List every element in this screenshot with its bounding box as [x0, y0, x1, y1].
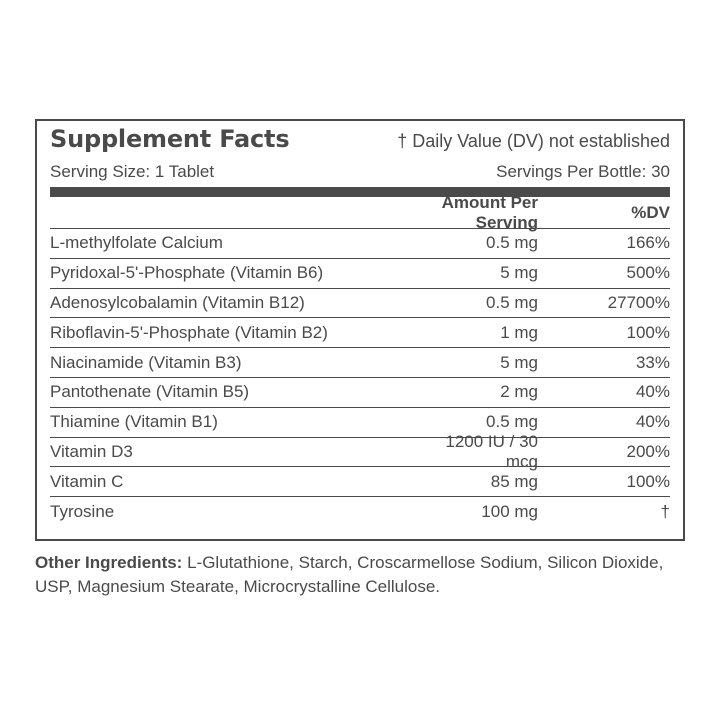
nutrient-amount: 100 mg	[481, 502, 538, 522]
column-header-amount: Amount Per Serving	[441, 192, 538, 232]
servings-per-bottle: Servings Per Bottle: 30	[496, 162, 670, 181]
nutrient-name: Niacinamide (Vitamin B3)	[50, 352, 242, 372]
nutrient-name: Adenosylcobalamin (Vitamin B12)	[50, 292, 305, 312]
nutrient-dv: 200%	[626, 441, 670, 461]
nutrient-row: Vitamin D3 1200 IU / 30 mcg 200%	[50, 432, 670, 471]
panel-title: Supplement Facts	[50, 125, 290, 153]
other-ingredients-text: L-Glutathione, Starch, Croscarmellose So…	[35, 553, 664, 596]
nutrient-name: Tyrosine	[50, 502, 115, 522]
nutrient-amount: 1200 IU / 30 mcg	[445, 431, 538, 471]
supplement-facts-panel: Supplement Facts † Daily Value (DV) not …	[35, 119, 685, 541]
nutrient-name: Vitamin C	[50, 471, 124, 491]
nutrient-name: Vitamin D3	[50, 441, 133, 461]
nutrient-dv: 166%	[626, 233, 670, 253]
nutrient-row: L-methylfolate Calcium 0.5 mg 166%	[50, 229, 670, 259]
other-ingredients-label: Other Ingredients:	[35, 553, 183, 572]
nutrient-amount: 5 mg	[500, 263, 538, 283]
serving-info-row: Serving Size: 1 Tablet Servings Per Bott…	[50, 159, 670, 185]
nutrient-dv: 33%	[635, 352, 670, 372]
nutrient-name: Pantothenate (Vitamin B5)	[50, 382, 250, 402]
nutrient-amount: 1 mg	[500, 322, 538, 342]
nutrient-row: Pantothenate (Vitamin B5) 2 mg 40%	[50, 378, 670, 408]
thick-divider	[50, 187, 670, 197]
nutrient-dv: 100%	[626, 322, 670, 342]
nutrient-dv: 100%	[626, 471, 670, 491]
nutrient-dv: 40%	[635, 382, 670, 402]
nutrient-amount: 5 mg	[500, 352, 538, 372]
other-ingredients: Other Ingredients: L-Glutathione, Starch…	[35, 551, 690, 599]
dv-note: † Daily Value (DV) not established	[397, 131, 670, 151]
nutrient-row: Thiamine (Vitamin B1) 0.5 mg 40%	[50, 408, 670, 438]
nutrient-row: Riboflavin-5'-Phosphate (Vitamin B2) 1 mg…	[50, 318, 670, 349]
nutrient-name: Thiamine (Vitamin B1)	[50, 412, 218, 432]
nutrient-dv: †	[660, 502, 670, 522]
nutrient-row: Pyridoxal-5'-Phosphate (Vitamin B6) 5 mg 5…	[50, 259, 670, 289]
column-header-dv: %DV	[631, 202, 670, 222]
column-header-row: Amount Per Serving %DV	[50, 193, 670, 232]
nutrient-row: Vitamin C 85 mg 100%	[50, 467, 670, 498]
nutrient-rows: L-methylfolate Calcium 0.5 mg 166% Pyridoxa…	[50, 229, 670, 527]
nutrient-amount: 85 mg	[490, 471, 538, 491]
nutrient-dv: 500%	[626, 263, 670, 283]
nutrient-dv: 27700%	[607, 292, 670, 312]
nutrient-dv: 40%	[635, 412, 670, 432]
title-row: Supplement Facts † Daily Value (DV) not …	[50, 121, 670, 159]
nutrient-amount: 0.5 mg	[486, 233, 538, 253]
nutrient-name: L-methylfolate Calcium	[50, 233, 223, 253]
nutrient-amount: 0.5 mg	[486, 412, 538, 432]
nutrient-amount: 2 mg	[500, 382, 538, 402]
nutrient-row: Tyrosine 100 mg †	[50, 497, 670, 527]
nutrient-name: Pyridoxal-5'-Phosphate (Vitamin B6)	[50, 263, 324, 283]
nutrient-row: Niacinamide (Vitamin B3) 5 mg 33%	[50, 348, 670, 378]
serving-size: Serving Size: 1 Tablet	[50, 162, 215, 181]
nutrient-amount: 0.5 mg	[486, 292, 538, 312]
nutrient-row: Adenosylcobalamin (Vitamin B12) 0.5 mg 277…	[50, 289, 670, 319]
nutrient-name: Riboflavin-5'-Phosphate (Vitamin B2)	[50, 322, 328, 342]
